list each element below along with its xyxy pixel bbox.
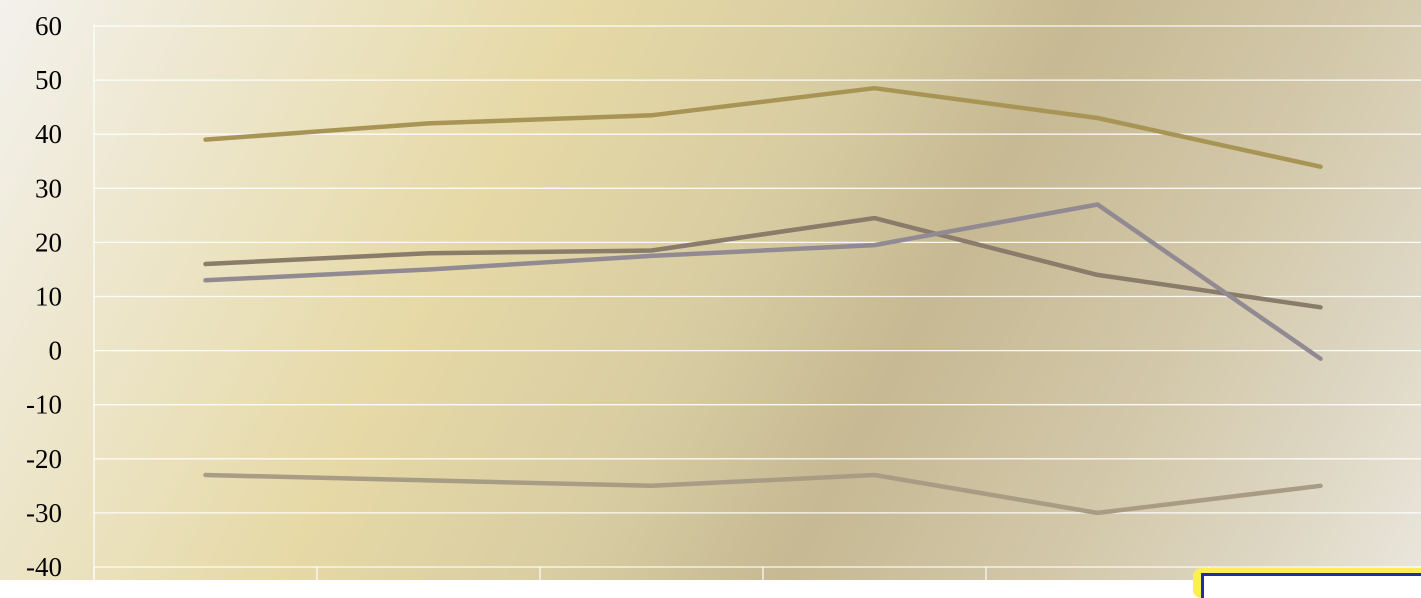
series-line-2 <box>203 215 1323 310</box>
y-tick-label: -10 <box>26 390 62 420</box>
gridlines <box>93 24 1421 580</box>
series-line-1 <box>203 85 1323 169</box>
y-tick-label: -40 <box>26 552 62 580</box>
y-tick-label: 0 <box>49 336 63 366</box>
series-lines <box>203 85 1323 516</box>
y-tick-label: 20 <box>35 227 62 257</box>
series-line-3 <box>203 202 1323 361</box>
y-tick-label: -20 <box>26 444 62 474</box>
y-tick-label: 30 <box>35 173 62 203</box>
y-tick-label: 10 <box>35 282 62 312</box>
legend-frame <box>1201 573 1421 598</box>
y-tick-label: -30 <box>26 498 62 528</box>
line-chart: 60 50 40 30 20 10 0 -10 -20 -30 -40 <box>26 11 1421 580</box>
y-tick-label: 40 <box>35 119 62 149</box>
y-axis-tick-labels: 60 50 40 30 20 10 0 -10 -20 -30 -40 <box>26 11 62 580</box>
series-line-4 <box>203 472 1323 516</box>
y-tick-label: 50 <box>35 65 62 95</box>
legend <box>1193 568 1421 598</box>
y-tick-label: 60 <box>35 11 62 41</box>
